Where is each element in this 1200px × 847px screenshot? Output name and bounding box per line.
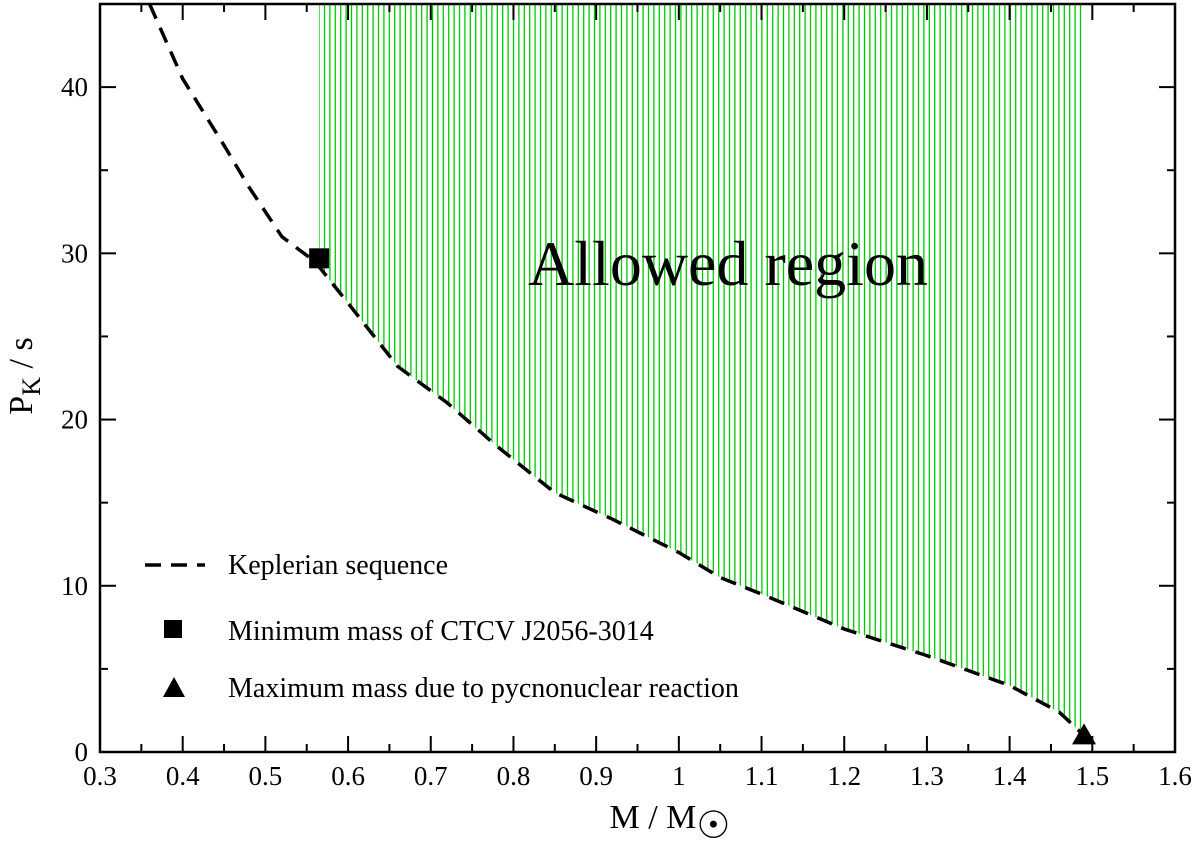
x-tick-label: 1.2 [827,761,861,791]
x-tick-label: 1.3 [910,761,944,791]
legend: Keplerian sequence Minimum mass of CTCV … [145,550,739,704]
keplerian-sequence-line [147,4,1086,737]
legend-label-minimum-mass: Minimum mass of CTCV J2056-3014 [228,616,654,647]
y-tick-label: 0 [75,737,89,767]
x-tick-label: 1.1 [745,761,779,791]
y-tick-label: 10 [61,571,88,601]
x-tick-label: 1.4 [993,761,1027,791]
x-tick-label: 0.8 [497,761,531,791]
legend-label-maximum-mass: Maximum mass due to pycnonuclear reactio… [228,673,739,704]
legend-triangle-symbol [163,677,185,697]
legend-square-symbol [164,620,182,638]
sun-symbol: ☉ [696,805,730,847]
x-tick-label: 0.6 [331,761,365,791]
x-axis-label: M / M☉ [610,799,731,847]
y-axis: 0 10 20 30 40 [61,72,1175,767]
x-tick-label: 0.9 [579,761,613,791]
y-axis-label: PK / s [3,337,46,414]
x-tick-label: 0.4 [166,761,200,791]
x-tick-label: 0.5 [249,761,283,791]
x-tick-label: 1.5 [1075,761,1109,791]
y-tick-label: 20 [61,405,88,435]
allowed-region-label: Allowed region [528,228,928,299]
y-tick-label: 30 [61,238,88,268]
x-tick-label: 0.3 [83,761,117,791]
maximum-mass-marker [1072,723,1097,745]
x-axis: 0.3 0.4 0.5 0.6 0.7 0.8 0.9 1 1.1 1.2 1.3 1.4 1.5 1.6 [83,4,1192,791]
minimum-mass-marker [309,248,330,269]
y-tick-label: 40 [61,72,88,102]
legend-label-keplerian: Keplerian sequence [228,550,448,581]
x-tick-label: 1.6 [1158,761,1192,791]
x-tick-label: 1 [672,761,686,791]
x-tick-label: 0.7 [414,761,448,791]
